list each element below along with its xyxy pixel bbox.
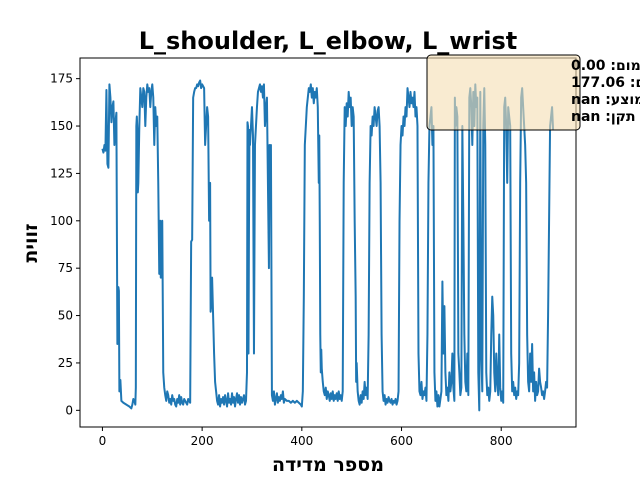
stats-box: מינימום: 0.00 מקסימום: 177.06 ממוצע: nan… xyxy=(426,54,640,131)
x-tick-label: 0 xyxy=(99,434,107,448)
y-axis: 0 25 50 75 100 125 150 175 xyxy=(50,72,80,417)
series-line-0 xyxy=(101,79,555,412)
stats-mean: ממוצע: nan xyxy=(571,92,640,108)
x-tick-label: 200 xyxy=(191,434,214,448)
plot-data xyxy=(101,79,555,412)
x-tick-label: 600 xyxy=(390,434,413,448)
stats-min: מינימום: 0.00 xyxy=(571,58,640,74)
stats-max: מקסימום: 177.06 xyxy=(571,75,640,91)
stats-std: סטיית תקן: nan xyxy=(571,109,640,125)
y-tick-label: 25 xyxy=(58,356,73,370)
x-axis: 0 200 400 600 800 xyxy=(99,427,513,448)
y-tick-label: 150 xyxy=(50,119,73,133)
y-tick-label: 75 xyxy=(58,261,73,275)
y-tick-label: 100 xyxy=(50,214,73,228)
y-axis-label: זווית xyxy=(20,223,42,262)
y-tick-label: 0 xyxy=(65,403,73,417)
y-tick-label: 175 xyxy=(50,72,73,86)
x-axis-label: מספר מדידה xyxy=(272,454,384,476)
y-tick-label: 125 xyxy=(50,166,73,180)
stats-box-background xyxy=(426,54,581,131)
chart-title: L_shoulder, L_elbow, L_wrist xyxy=(139,27,518,55)
x-tick-label: 400 xyxy=(290,434,313,448)
y-tick-label: 50 xyxy=(58,309,73,323)
plot-frame xyxy=(79,57,577,428)
x-tick-label: 800 xyxy=(490,434,513,448)
